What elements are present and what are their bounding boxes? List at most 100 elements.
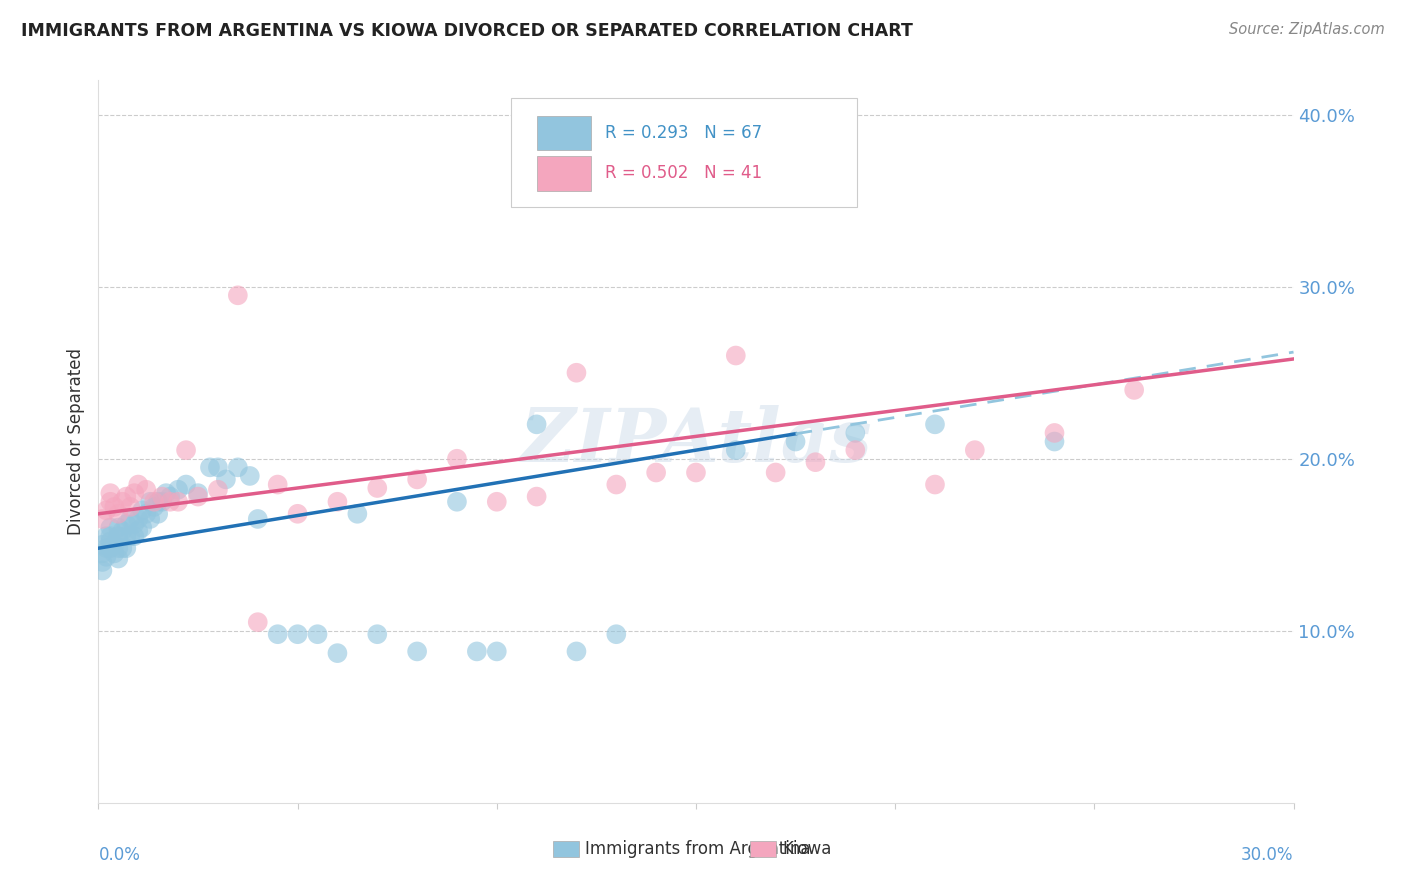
Y-axis label: Divorced or Separated: Divorced or Separated: [66, 348, 84, 535]
Point: [120, 512, 142, 526]
Point: [167, 483, 190, 497]
Point: [107, 507, 129, 521]
Point: [148, 494, 170, 508]
Point: [526, 417, 548, 432]
Point: [685, 466, 707, 480]
Point: [120, 529, 142, 543]
Point: [174, 443, 197, 458]
Point: [115, 529, 138, 543]
Point: [844, 425, 866, 440]
Point: [124, 517, 146, 532]
Point: [685, 185, 707, 199]
Point: [143, 500, 166, 514]
Point: [844, 443, 866, 458]
Point: [98, 486, 122, 500]
Point: [98, 520, 122, 534]
Point: [115, 490, 138, 504]
Point: [159, 490, 181, 504]
Point: [131, 520, 153, 534]
FancyBboxPatch shape: [553, 841, 579, 857]
Point: [326, 646, 349, 660]
Point: [91, 512, 114, 526]
Point: [115, 541, 138, 556]
Text: R = 0.293   N = 67: R = 0.293 N = 67: [605, 124, 762, 142]
Point: [107, 551, 129, 566]
Point: [103, 500, 125, 514]
FancyBboxPatch shape: [537, 116, 591, 151]
Text: 30.0%: 30.0%: [1241, 847, 1294, 864]
Point: [111, 524, 134, 538]
Point: [1123, 383, 1146, 397]
Text: 0.0%: 0.0%: [98, 847, 141, 864]
Text: R = 0.502   N = 41: R = 0.502 N = 41: [605, 164, 762, 183]
FancyBboxPatch shape: [537, 156, 591, 191]
Point: [924, 477, 946, 491]
Point: [159, 494, 181, 508]
Text: ZIPAtlas: ZIPAtlas: [520, 405, 872, 478]
Point: [226, 460, 249, 475]
Point: [96, 541, 118, 556]
Point: [135, 483, 157, 497]
Point: [366, 627, 388, 641]
Point: [91, 538, 114, 552]
Point: [724, 349, 747, 363]
Point: [187, 486, 209, 500]
Point: [1043, 434, 1066, 449]
Point: [98, 541, 122, 556]
Point: [724, 443, 747, 458]
Point: [526, 490, 548, 504]
Point: [207, 483, 229, 497]
Point: [98, 529, 122, 543]
Point: [120, 500, 142, 514]
Point: [148, 507, 170, 521]
FancyBboxPatch shape: [510, 98, 858, 207]
Point: [150, 494, 173, 508]
Point: [267, 477, 290, 491]
Point: [107, 529, 129, 543]
Point: [187, 490, 209, 504]
Point: [98, 494, 122, 508]
Point: [91, 564, 114, 578]
Point: [963, 443, 986, 458]
Point: [406, 644, 429, 658]
Point: [565, 366, 588, 380]
Point: [307, 627, 329, 641]
Point: [605, 477, 627, 491]
Point: [924, 417, 946, 432]
Point: [124, 486, 146, 500]
Point: [127, 524, 149, 538]
Point: [446, 494, 468, 508]
Point: [139, 494, 162, 508]
Point: [174, 477, 197, 491]
Point: [135, 507, 157, 521]
Point: [246, 615, 269, 630]
Point: [326, 494, 349, 508]
Point: [765, 466, 787, 480]
Point: [124, 529, 146, 543]
Point: [98, 534, 122, 549]
Point: [91, 546, 114, 560]
Point: [785, 434, 807, 449]
Point: [207, 460, 229, 475]
Point: [155, 486, 177, 500]
Point: [485, 494, 508, 508]
Point: [465, 644, 488, 658]
Point: [267, 627, 290, 641]
Point: [127, 477, 149, 491]
Point: [605, 627, 627, 641]
Point: [115, 517, 138, 532]
Point: [96, 549, 118, 564]
Point: [150, 490, 173, 504]
Text: IMMIGRANTS FROM ARGENTINA VS KIOWA DIVORCED OR SEPARATED CORRELATION CHART: IMMIGRANTS FROM ARGENTINA VS KIOWA DIVOR…: [21, 22, 912, 40]
Point: [96, 503, 118, 517]
Point: [246, 512, 269, 526]
Point: [287, 507, 309, 521]
Text: Immigrants from Argentina: Immigrants from Argentina: [585, 840, 810, 858]
Point: [111, 541, 134, 556]
Point: [103, 538, 125, 552]
Point: [804, 455, 827, 469]
Point: [406, 472, 429, 486]
Point: [103, 546, 125, 560]
Point: [346, 507, 368, 521]
Point: [645, 466, 668, 480]
